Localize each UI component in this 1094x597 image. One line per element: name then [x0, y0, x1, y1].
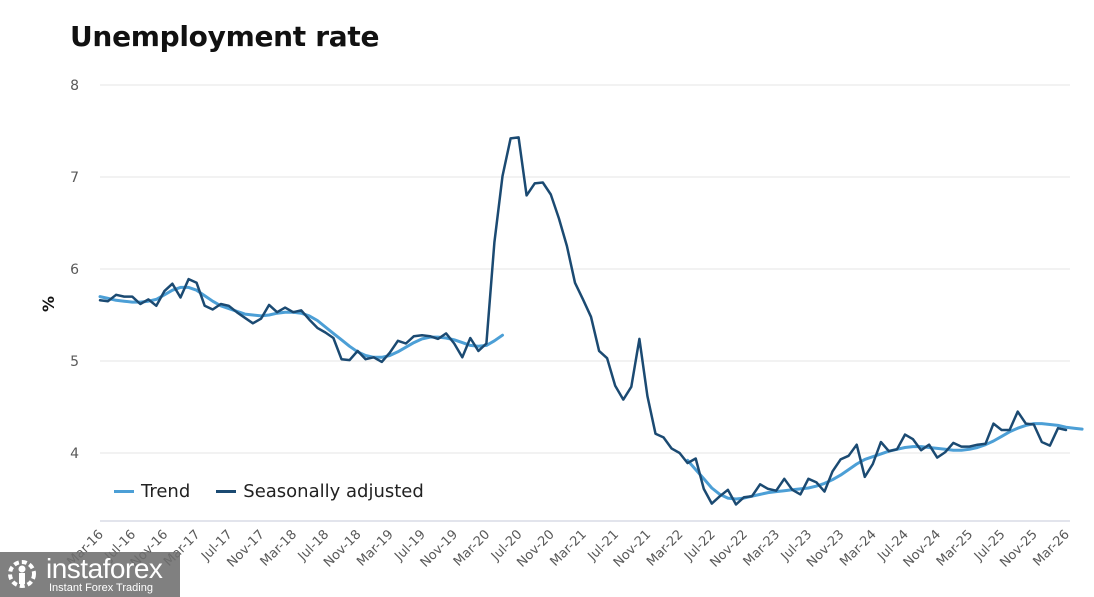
- y-tick-label: 4: [70, 446, 79, 462]
- x-tick-label: Mar-19: [354, 527, 396, 569]
- x-tick-label: Mar-24: [837, 527, 879, 569]
- watermark-tagline: Instant Forex Trading: [49, 582, 153, 594]
- legend: Trend Seasonally adjusted: [114, 481, 450, 502]
- x-tick-label: Mar-21: [547, 527, 589, 569]
- legend-swatch-seasonally-adjusted: [216, 490, 237, 493]
- y-tick-label: 7: [70, 170, 79, 186]
- legend-label-seasonally-adjusted: Seasonally adjusted: [243, 481, 424, 502]
- x-tick-label: Mar-20: [451, 527, 493, 569]
- series-lines: [98, 136, 1084, 506]
- legend-item-seasonally-adjusted[interactable]: Seasonally adjusted: [216, 481, 424, 502]
- gridlines: [100, 84, 1070, 454]
- x-tick-label: Mar-22: [644, 527, 686, 569]
- y-axis-ticks: 4 5 6 7 8: [70, 78, 79, 462]
- x-axis-ticks: Mar-16Jul-16Nov-16Mar-17Jul-17Nov-17Mar-…: [64, 527, 1072, 570]
- y-axis-label: %: [39, 296, 58, 312]
- series-line: [98, 136, 1068, 506]
- watermark-brand: instaforex: [46, 553, 163, 584]
- y-tick-label: 8: [70, 78, 79, 94]
- series-seasonally-adjusted: [98, 136, 1068, 506]
- x-tick-label: Mar-25: [934, 527, 976, 569]
- x-tick-label: Mar-26: [1030, 527, 1072, 569]
- y-tick-label: 5: [70, 354, 79, 370]
- legend-item-trend[interactable]: Trend: [114, 481, 190, 502]
- watermark: instaforex Instant Forex Trading: [0, 552, 180, 597]
- legend-label-trend: Trend: [141, 481, 191, 502]
- y-tick-label: 6: [70, 262, 79, 278]
- x-tick-label: Mar-18: [258, 527, 300, 569]
- chart-title: Unemployment rate: [70, 20, 380, 53]
- x-tick-label: Mar-23: [741, 527, 783, 569]
- legend-swatch-trend: [114, 490, 134, 493]
- gear-person-logo-icon: [8, 560, 36, 588]
